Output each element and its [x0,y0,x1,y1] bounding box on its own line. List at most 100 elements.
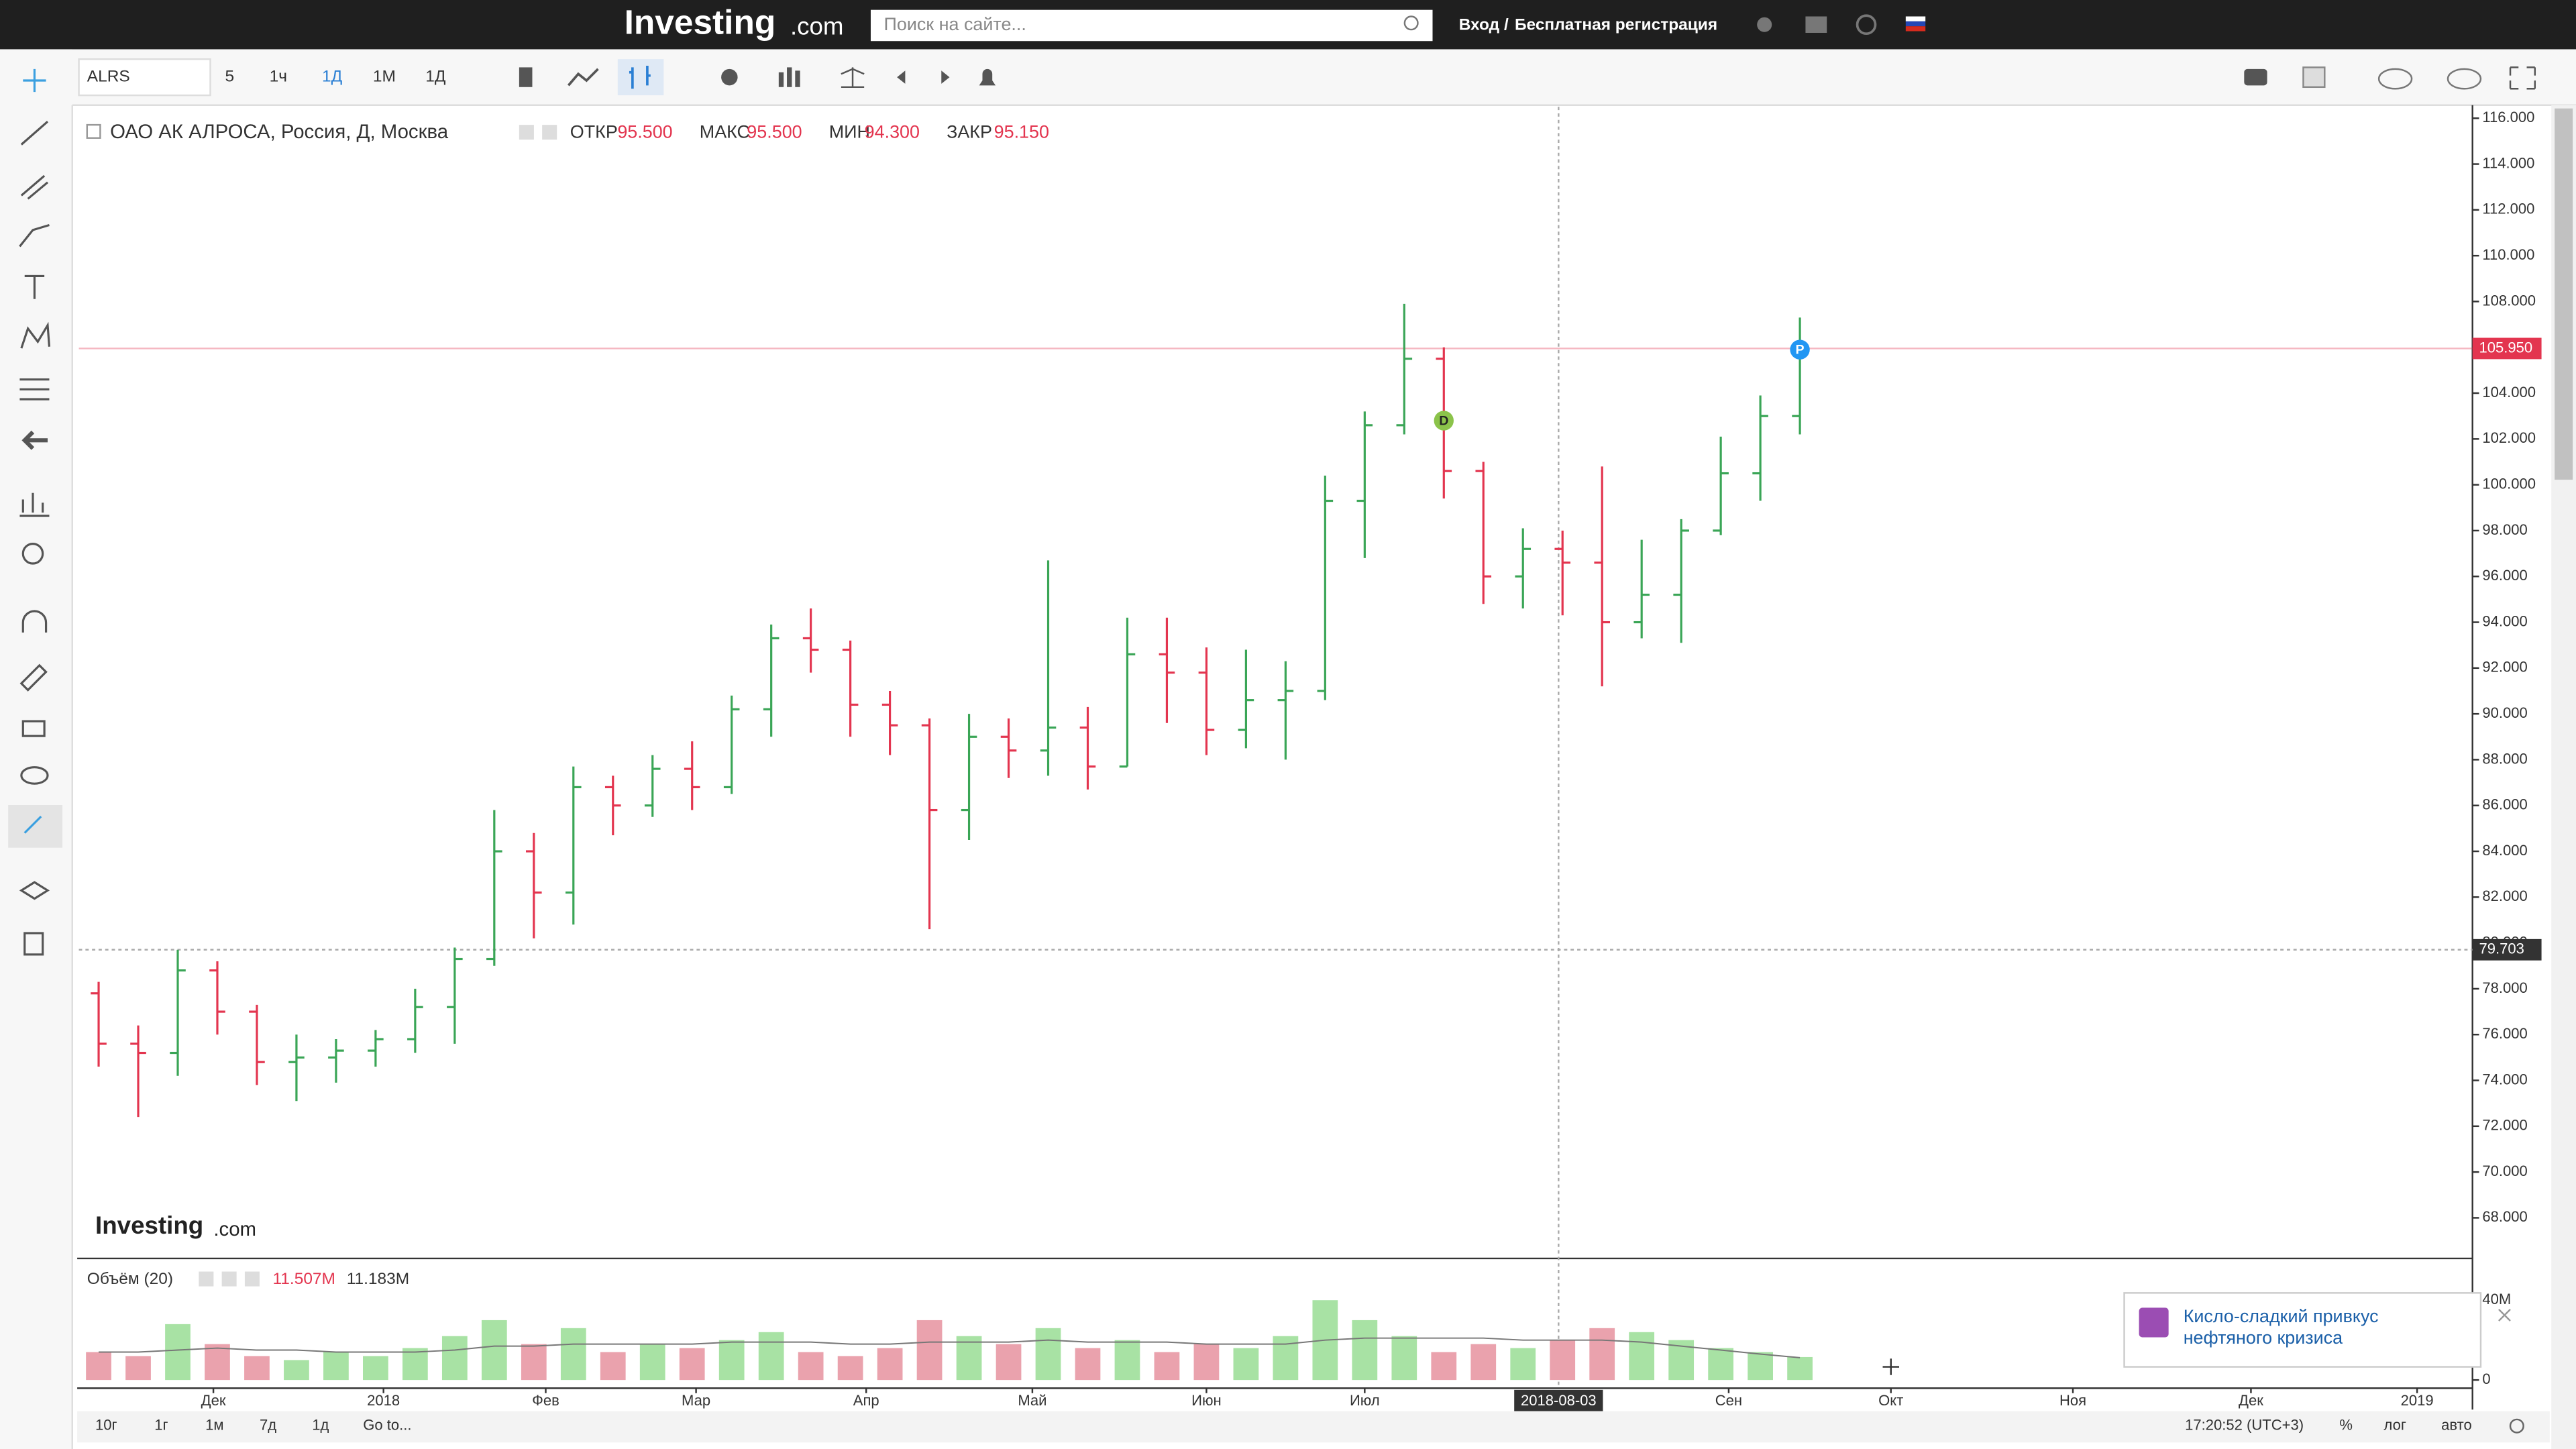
collapse-icon[interactable] [86,123,101,139]
clock-icon[interactable] [1856,14,1877,36]
zoom-tool[interactable] [21,543,44,565]
crosshair-x-label: 2018-08-03 [1521,1392,1597,1409]
symbol-box[interactable] [78,58,211,97]
event-marker[interactable] [1790,339,1810,360]
range-button[interactable]: 7д [260,1417,276,1434]
toolbar-button[interactable]: ALRS [87,68,130,86]
volume-tick-label: 0 [2482,1371,2490,1387]
x-tick-label: 2019 [2401,1392,2434,1409]
compare-icon[interactable] [841,67,865,89]
volume-bar [877,1348,903,1381]
volume-bar [323,1352,349,1381]
range-button[interactable]: 1м [205,1417,223,1434]
news-line[interactable]: Кисло-сладкий привкус [2184,1306,2379,1326]
settings-icon[interactable] [2509,1418,2524,1434]
range-button[interactable]: 1д [312,1417,329,1434]
legend-icon[interactable] [519,125,534,140]
bell-icon[interactable] [1757,17,1772,32]
popup-close[interactable] [2498,1308,2511,1322]
register-link[interactable]: Бесплатная регистрация [1515,15,1717,34]
settings-icon[interactable] [721,68,738,86]
cursor [1882,1358,1900,1375]
event-marker[interactable] [1434,411,1454,431]
cloud-save-icon[interactable] [2447,68,2482,90]
toolbar-icons [519,59,2536,96]
cloud-load-icon[interactable] [2377,68,2413,90]
layers-tool[interactable] [19,881,50,900]
volume-icon[interactable] [244,1271,260,1287]
volume-bar [758,1332,784,1381]
y-tick-label: 82.000 [2482,888,2527,904]
y-tick-label: 108.000 [2482,292,2536,309]
brush-tool[interactable] [19,223,50,248]
news-popup[interactable] [2123,1292,2482,1368]
volume-bar [521,1344,547,1381]
scrollbar-thumb[interactable] [2555,108,2573,480]
y-tick-label: 102.000 [2482,429,2536,446]
volume-bar [244,1356,270,1381]
scale-option[interactable]: авто [2441,1417,2472,1434]
y-tick-label: 78.000 [2482,979,2527,996]
toolbar-button[interactable]: 1Д [425,68,446,86]
search-box[interactable] [870,9,1433,42]
range-button[interactable]: Go to... [363,1417,411,1434]
lock-tool[interactable] [21,720,46,737]
legend-icon[interactable] [542,125,557,140]
x-tick-label: 2018 [367,1392,400,1409]
scale-option[interactable]: лог [2383,1417,2406,1434]
x-tick-label: Мар [682,1392,710,1409]
fib-tool[interactable] [19,378,50,400]
measure-tool[interactable] [19,492,50,517]
portfolio-icon[interactable] [1805,16,1827,33]
y-tick-label: 96.000 [2482,567,2527,584]
delete-tool[interactable] [23,932,44,956]
volume-bar [165,1324,191,1381]
x-tick-label: Июл [1350,1392,1380,1409]
news-line[interactable]: нефтяного кризиса [2184,1328,2343,1348]
x-tick-label: Июн [1191,1392,1222,1409]
line-tool[interactable] [20,121,49,146]
volume-ma [99,1337,1801,1358]
volume-icon[interactable] [199,1271,214,1287]
sync-tool-bg[interactable] [8,805,63,848]
y-tick-label: 110.000 [2482,246,2534,263]
bottom-bar [77,1411,2550,1443]
line-icon[interactable] [567,68,599,87]
flag[interactable] [1905,16,1926,21]
flag [1905,21,1926,27]
indicators-icon[interactable] [778,72,784,87]
search-icon[interactable] [1403,15,1419,31]
range-button[interactable]: 10г [95,1417,117,1434]
hide-tool[interactable] [20,766,49,785]
layout-icon[interactable] [2302,66,2326,89]
fullscreen-icon[interactable] [2509,66,2536,90]
stay-drawing-tool[interactable] [19,663,48,692]
toolbar-button[interactable]: 1Д [322,68,343,86]
toolbar-button[interactable]: 1ч [270,68,287,86]
legend-label: МИН [829,121,870,142]
volume-icon[interactable] [221,1271,237,1287]
pitchfork-tool[interactable] [20,174,49,200]
bars-icon-bg[interactable] [617,59,664,96]
volume-bar [560,1328,586,1381]
login-link[interactable]: Вход / [1459,15,1509,34]
magnet-tool[interactable] [21,610,48,633]
sync-tool [23,816,42,834]
toolbar-button[interactable]: 1М [373,68,396,86]
scale-option[interactable]: % [2339,1417,2353,1434]
volume-bar [1431,1352,1457,1381]
alert-icon[interactable] [979,68,996,86]
text-tool[interactable] [24,274,45,299]
pattern-tool[interactable] [20,321,51,349]
toolbar-button[interactable]: 5 [225,68,235,86]
volume-bar [363,1356,388,1381]
cross-tool[interactable] [23,68,46,93]
range-button[interactable]: 1г [154,1417,168,1434]
watermark-logo: Investing [95,1212,203,1239]
back-tool[interactable] [21,430,48,450]
y-tick-label: 90.000 [2482,704,2527,721]
camera-icon[interactable] [2244,68,2267,86]
candles-icon[interactable] [519,67,533,87]
volume-bar [639,1344,665,1381]
logo[interactable]: Investing [625,2,776,41]
